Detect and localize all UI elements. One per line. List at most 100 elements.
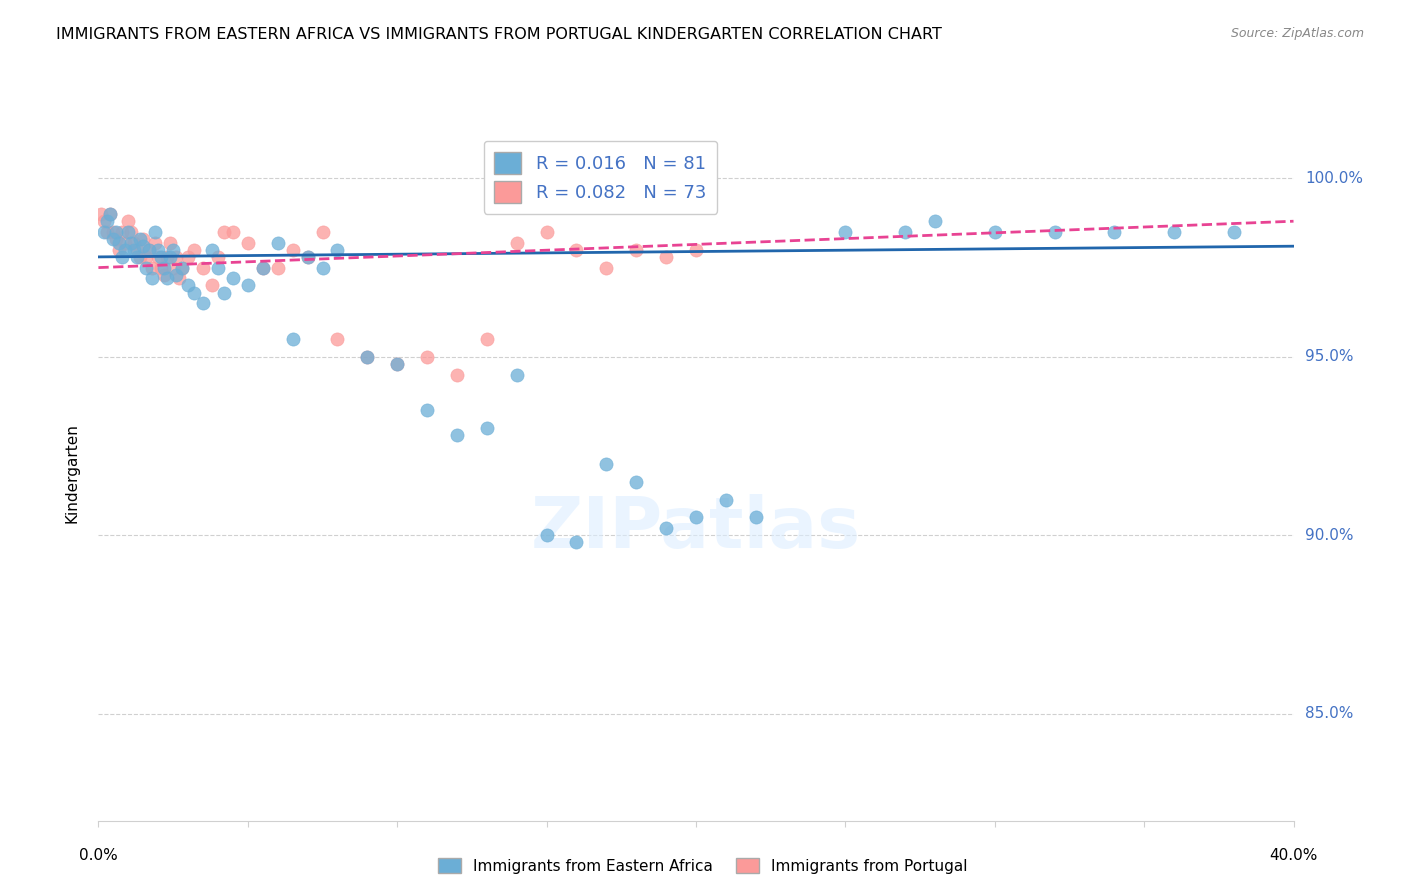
Point: [297, 250, 319, 264]
Point: [105, 225, 128, 239]
Point: [745, 510, 768, 524]
Point: [132, 239, 155, 253]
Point: [96, 225, 118, 239]
Point: [183, 285, 205, 300]
Point: [385, 357, 409, 371]
Point: [595, 260, 617, 275]
Point: [191, 296, 214, 310]
Point: [565, 243, 588, 257]
Point: [222, 271, 245, 285]
Point: [93, 214, 115, 228]
Point: [148, 243, 170, 257]
Point: [536, 225, 558, 239]
Point: [93, 225, 115, 239]
Point: [150, 250, 173, 264]
Point: [108, 243, 131, 257]
Point: [162, 243, 184, 257]
Point: [595, 457, 617, 471]
Point: [311, 225, 333, 239]
Point: [105, 232, 128, 246]
Point: [172, 260, 194, 275]
Text: 0.0%: 0.0%: [79, 848, 118, 863]
Point: [201, 243, 224, 257]
Point: [124, 243, 146, 257]
Point: [475, 421, 498, 435]
Point: [117, 214, 139, 228]
Point: [1222, 225, 1246, 239]
Point: [148, 250, 170, 264]
Point: [108, 235, 131, 250]
Point: [297, 250, 319, 264]
Point: [1102, 225, 1125, 239]
Point: [1043, 225, 1066, 239]
Text: 90.0%: 90.0%: [1305, 528, 1354, 542]
Point: [983, 225, 1005, 239]
Point: [117, 225, 139, 239]
Point: [138, 243, 160, 257]
Point: [326, 332, 349, 346]
Point: [153, 268, 176, 282]
Point: [159, 235, 181, 250]
Point: [714, 492, 737, 507]
Point: [655, 521, 678, 535]
Point: [222, 225, 245, 239]
Point: [111, 250, 134, 264]
Point: [267, 235, 290, 250]
Point: [111, 225, 134, 239]
Point: [120, 225, 142, 239]
Point: [177, 250, 200, 264]
Point: [135, 250, 157, 264]
Point: [506, 368, 529, 382]
Point: [236, 278, 259, 293]
Point: [416, 350, 439, 364]
Point: [416, 403, 439, 417]
Legend: R = 0.016   N = 81, R = 0.082   N = 73: R = 0.016 N = 81, R = 0.082 N = 73: [484, 141, 717, 214]
Point: [127, 243, 149, 257]
Point: [103, 225, 125, 239]
Point: [685, 243, 707, 257]
Point: [252, 260, 274, 275]
Point: [183, 243, 205, 257]
Point: [834, 225, 856, 239]
Point: [446, 428, 468, 442]
Point: [536, 528, 558, 542]
Text: ZIPatlas: ZIPatlas: [531, 494, 860, 563]
Point: [281, 332, 304, 346]
Point: [141, 271, 163, 285]
Text: Source: ZipAtlas.com: Source: ZipAtlas.com: [1230, 27, 1364, 40]
Point: [624, 243, 647, 257]
Point: [127, 250, 149, 264]
Point: [143, 235, 166, 250]
Y-axis label: Kindergarten: Kindergarten: [65, 423, 80, 523]
Point: [153, 260, 176, 275]
Point: [655, 250, 678, 264]
Point: [212, 225, 235, 239]
Point: [506, 235, 529, 250]
Point: [124, 235, 146, 250]
Legend: Immigrants from Eastern Africa, Immigrants from Portugal: Immigrants from Eastern Africa, Immigran…: [432, 852, 974, 880]
Point: [98, 207, 122, 221]
Point: [685, 510, 707, 524]
Point: [356, 350, 378, 364]
Point: [156, 250, 179, 264]
Point: [135, 260, 157, 275]
Point: [177, 278, 200, 293]
Text: 85.0%: 85.0%: [1305, 706, 1354, 721]
Point: [326, 243, 349, 257]
Point: [156, 271, 179, 285]
Point: [90, 207, 112, 221]
Point: [159, 250, 181, 264]
Point: [114, 243, 136, 257]
Point: [143, 225, 166, 239]
Point: [141, 260, 163, 275]
Point: [446, 368, 468, 382]
Point: [894, 225, 917, 239]
Point: [132, 232, 155, 246]
Point: [924, 214, 946, 228]
Point: [356, 350, 378, 364]
Text: 100.0%: 100.0%: [1305, 171, 1364, 186]
Text: IMMIGRANTS FROM EASTERN AFRICA VS IMMIGRANTS FROM PORTUGAL KINDERGARTEN CORRELAT: IMMIGRANTS FROM EASTERN AFRICA VS IMMIGR…: [56, 27, 942, 42]
Point: [162, 260, 184, 275]
Point: [267, 260, 290, 275]
Point: [191, 260, 214, 275]
